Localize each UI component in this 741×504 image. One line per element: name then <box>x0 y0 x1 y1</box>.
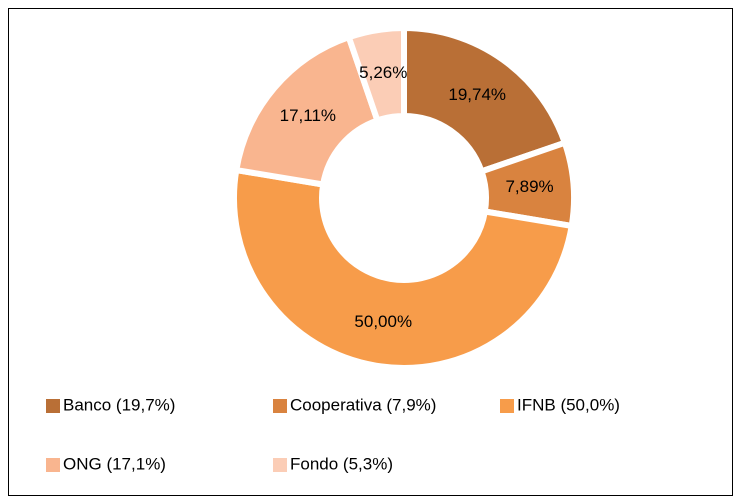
legend-swatch <box>46 458 60 472</box>
data-label: 50,00% <box>354 312 412 331</box>
legend-label: Banco (19,7%) <box>63 395 175 414</box>
legend-swatch <box>273 458 287 472</box>
donut-slice <box>232 33 382 188</box>
legend-label: IFNB (50,0%) <box>517 395 620 414</box>
legend-label: ONG (17,1%) <box>63 454 166 473</box>
donut-slice <box>345 24 407 125</box>
data-label: 5,26% <box>359 63 407 82</box>
legend-swatch <box>273 399 287 413</box>
legend-swatch <box>500 399 514 413</box>
donut-slice <box>401 24 569 176</box>
legend-swatch <box>46 399 60 413</box>
legend-label: Cooperativa (7,9%) <box>290 395 436 414</box>
data-label: 17,11% <box>280 106 336 125</box>
data-label: 19,74% <box>448 85 506 104</box>
legend-label: Fondo (5,3%) <box>290 454 393 473</box>
donut-slice <box>231 166 576 371</box>
data-label: 7,89% <box>505 177 553 196</box>
